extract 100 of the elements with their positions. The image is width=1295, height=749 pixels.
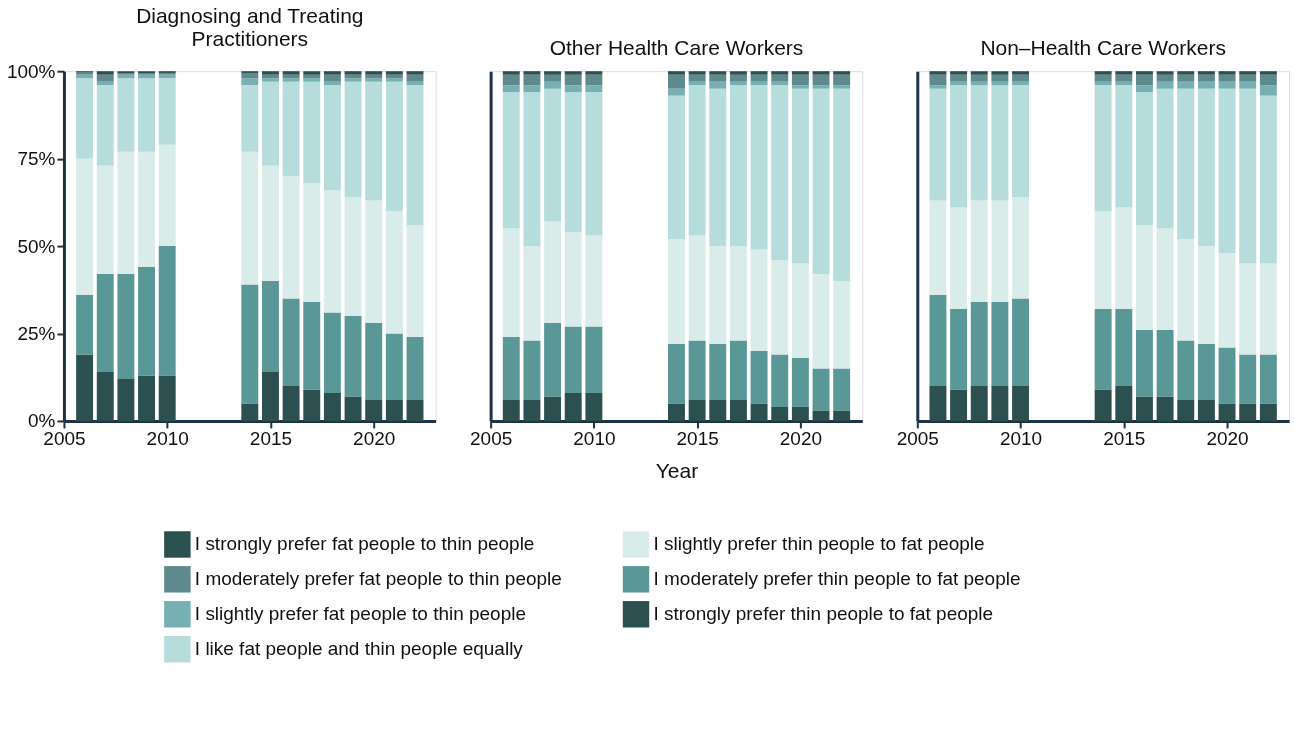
bar	[96, 85, 114, 166]
bar	[385, 333, 403, 400]
bar	[365, 399, 383, 421]
bar	[1218, 88, 1236, 254]
bar	[791, 85, 809, 89]
bar	[544, 74, 562, 82]
bar	[241, 151, 259, 285]
bar	[523, 399, 541, 421]
bar	[970, 302, 988, 386]
bar	[502, 337, 520, 400]
bar	[929, 200, 947, 296]
bar	[1197, 246, 1215, 344]
bar	[833, 281, 851, 369]
bar	[791, 74, 809, 86]
bar	[1259, 354, 1277, 404]
bar	[523, 71, 541, 75]
bar	[791, 88, 809, 264]
bar	[117, 78, 135, 152]
bar	[970, 71, 988, 75]
bar	[833, 71, 851, 75]
bar	[791, 406, 809, 421]
bar	[282, 298, 300, 386]
bar	[544, 81, 562, 89]
bar	[791, 71, 809, 75]
bar	[729, 246, 747, 341]
bar	[544, 323, 562, 397]
bar	[1177, 71, 1195, 75]
bar	[1135, 92, 1153, 226]
bar	[812, 368, 830, 411]
bar	[812, 74, 830, 86]
bar	[138, 151, 156, 268]
bar	[1197, 88, 1215, 247]
bar	[1239, 403, 1257, 421]
bar	[303, 71, 321, 75]
bar	[1197, 81, 1215, 89]
bar	[585, 326, 603, 393]
bar	[323, 85, 341, 191]
bar	[709, 343, 727, 400]
bar	[688, 235, 706, 341]
legend-label: I slightly prefer thin people to fat people	[653, 533, 985, 555]
bar	[1135, 396, 1153, 421]
bar	[502, 92, 520, 229]
bar	[1177, 81, 1195, 89]
bar	[138, 267, 156, 376]
bar	[544, 396, 562, 421]
bar	[812, 274, 830, 369]
bar	[282, 71, 300, 75]
bar	[502, 228, 520, 337]
bar	[523, 85, 541, 93]
legend-label: I moderately prefer fat people to thin people	[194, 568, 562, 590]
bar	[1259, 85, 1277, 96]
bar	[1094, 309, 1112, 390]
bar	[96, 371, 114, 421]
bar	[261, 165, 279, 282]
bar	[688, 85, 706, 236]
bar	[991, 385, 1009, 421]
bar	[750, 85, 768, 250]
bar	[991, 302, 1009, 386]
bar	[929, 85, 947, 89]
bar	[158, 144, 176, 247]
bar	[688, 399, 706, 421]
x-tick-label: 2015	[676, 428, 719, 450]
bar	[344, 197, 362, 317]
bar	[929, 295, 947, 386]
bar	[1156, 81, 1174, 89]
bar	[668, 88, 685, 96]
bar	[96, 165, 114, 275]
bar	[929, 88, 947, 201]
bar	[709, 399, 727, 421]
bar	[76, 78, 94, 159]
bar	[970, 74, 988, 82]
bar	[261, 71, 279, 75]
bar	[303, 78, 321, 82]
bar	[771, 71, 789, 75]
bar	[502, 71, 520, 75]
bar	[668, 239, 685, 344]
bar	[688, 340, 706, 400]
bar	[303, 183, 321, 303]
bar	[76, 158, 94, 296]
bar	[750, 403, 768, 421]
bar	[1239, 354, 1257, 404]
bar	[1177, 340, 1195, 400]
x-axis-title: Year	[655, 459, 699, 483]
bar	[771, 85, 789, 261]
chart-title: Diagnosing and Treating Practitioners	[136, 4, 364, 51]
bar	[1239, 263, 1257, 355]
bar	[929, 385, 947, 421]
bar	[950, 389, 968, 421]
bar	[750, 71, 768, 75]
bar	[1012, 385, 1030, 421]
bar	[750, 249, 768, 351]
bar	[812, 88, 830, 275]
bar	[406, 71, 424, 75]
bar	[991, 74, 1009, 82]
bar	[750, 350, 768, 404]
x-tick-label: 2020	[779, 428, 822, 450]
bar	[564, 85, 582, 93]
bar	[1094, 74, 1112, 82]
bar	[385, 399, 403, 421]
bar	[1239, 81, 1257, 89]
